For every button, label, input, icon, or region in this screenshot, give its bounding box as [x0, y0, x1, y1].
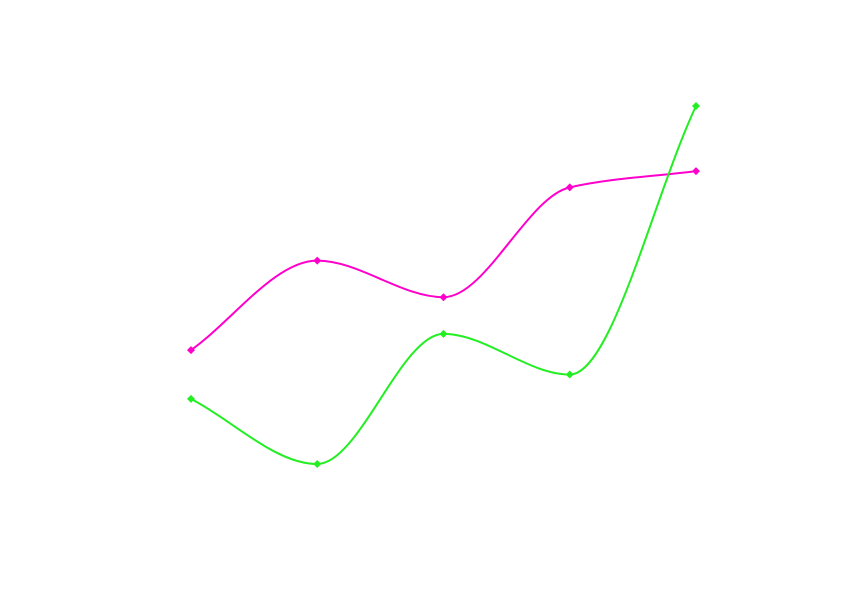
series-1-point-1 [187, 346, 195, 355]
series-1-point-5 [692, 167, 700, 176]
series-2-point-3 [439, 329, 448, 338]
series-2-point-1 [187, 394, 195, 403]
series-2-point-5 [692, 102, 700, 110]
series-2-line [190, 105, 697, 466]
series-1-point-3 [439, 293, 448, 302]
series-1-line [190, 170, 697, 351]
series-layer [187, 102, 700, 468]
series-2-point-4 [565, 370, 574, 379]
series-1-point-4 [565, 183, 574, 192]
series-1 [187, 167, 700, 355]
series-2-point-2 [313, 460, 322, 468]
series-1-point-2 [313, 256, 322, 265]
series-2 [187, 102, 700, 468]
